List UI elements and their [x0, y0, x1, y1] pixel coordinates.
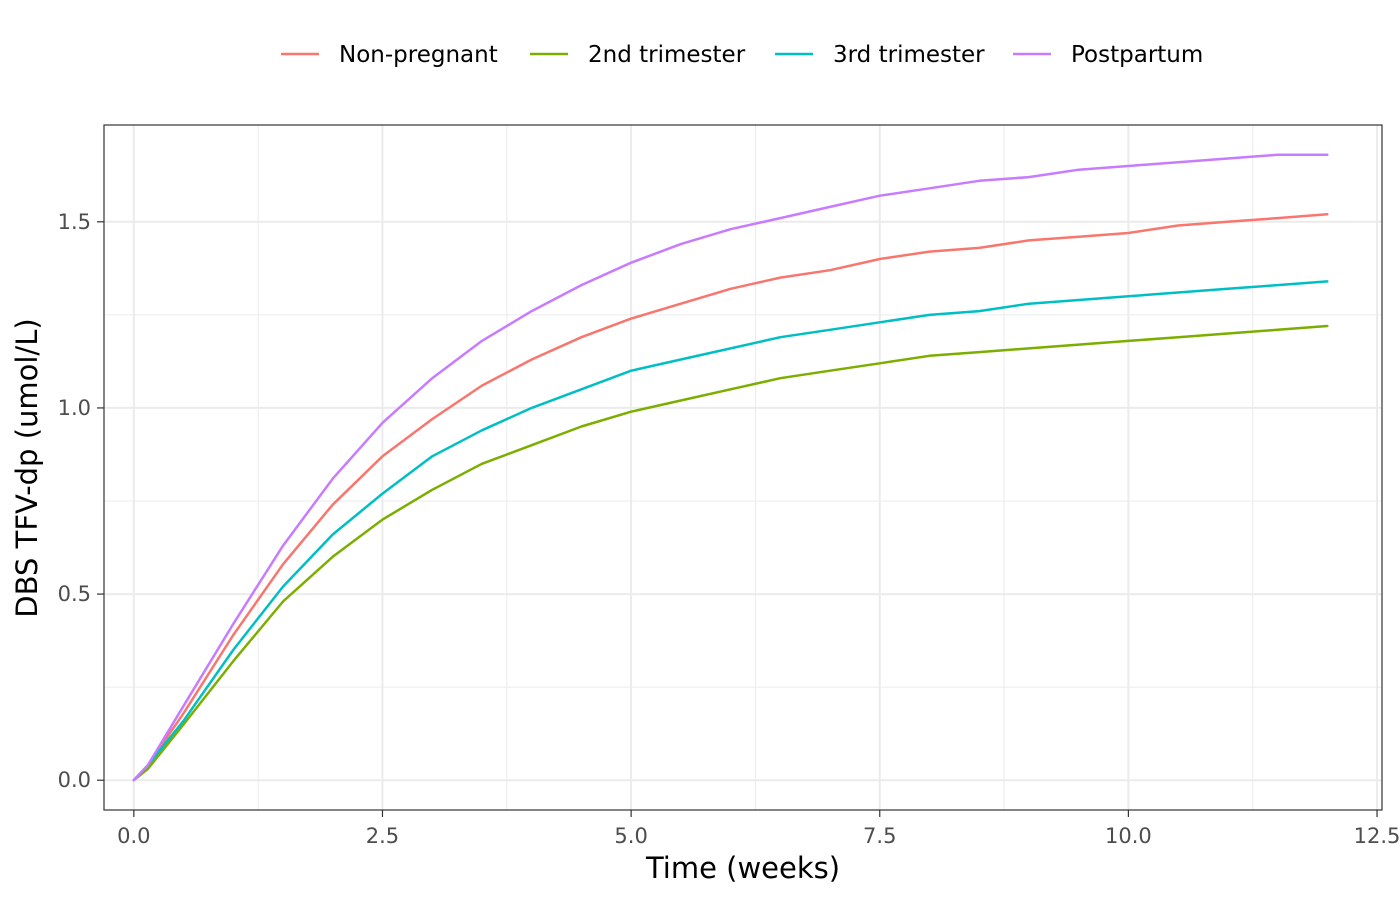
legend-label-non-pregnant: Non-pregnant: [339, 42, 498, 68]
x-tick-label: 0.0: [117, 824, 150, 848]
y-tick-label: 1.0: [58, 396, 91, 420]
y-tick-label: 0.0: [58, 768, 91, 792]
x-tick-label: 12.5: [1354, 824, 1400, 848]
series-line-non-pregnant: [132, 213, 1329, 782]
series-line-postpartum: [132, 153, 1329, 782]
legend: Non-pregnant 2nd trimester 3rd trimester Po…: [281, 42, 1203, 68]
y-axis: 0.0 0.5 1.0 1.5: [58, 210, 104, 792]
series-line-3rd-trimester: [132, 280, 1329, 782]
y-tick-label: 1.5: [58, 210, 91, 234]
plot-panel: [104, 125, 1382, 810]
series-line-2nd-trimester: [132, 324, 1329, 782]
plot-border: [103, 124, 1383, 811]
x-tick-label: 10.0: [1105, 824, 1152, 848]
legend-label-2nd-trimester: 2nd trimester: [588, 42, 746, 68]
x-axis: 0.0 2.5 5.0 7.5 10.0 12.5: [117, 810, 1400, 848]
y-axis-title: DBS TFV-dp (umol/L): [10, 318, 44, 617]
series-lines: [132, 153, 1329, 782]
legend-label-postpartum: Postpartum: [1071, 42, 1203, 68]
legend-label-3rd-trimester: 3rd trimester: [833, 42, 985, 68]
x-tick-label: 2.5: [366, 824, 399, 848]
y-tick-label: 0.5: [58, 582, 91, 606]
x-tick-label: 7.5: [863, 824, 896, 848]
x-axis-title: Time (weeks): [645, 851, 840, 885]
x-tick-label: 5.0: [614, 824, 647, 848]
